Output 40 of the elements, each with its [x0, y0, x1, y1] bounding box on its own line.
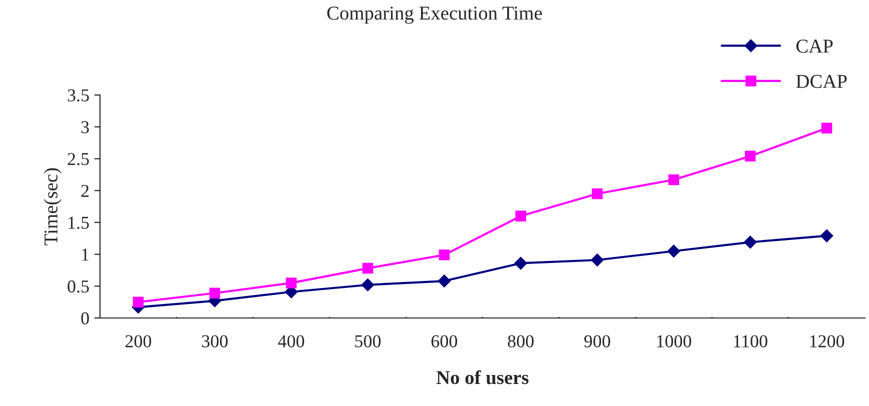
- legend-label: DCAP: [796, 74, 847, 88]
- point: [820, 229, 834, 242]
- x-tick-label: 600: [431, 335, 458, 348]
- y-tick-label: 1.5: [68, 216, 89, 229]
- y-tick-label: 0: [81, 312, 89, 324]
- x-tick-label: 1000: [657, 335, 692, 348]
- point: [438, 250, 450, 260]
- y-tick-label: 1: [82, 248, 88, 261]
- point: [821, 122, 832, 134]
- x-tick-label: 300: [202, 335, 228, 348]
- point: [590, 254, 604, 266]
- y-tick-label: 2.5: [68, 153, 89, 166]
- y-axis-title: Time(sec): [44, 168, 62, 246]
- y-tick-label: 3: [81, 121, 89, 134]
- chart-title: Comparing Execution Time: [327, 6, 542, 24]
- point: [132, 296, 144, 308]
- x-axis-title: No of users: [436, 370, 528, 384]
- point: [744, 150, 756, 162]
- point: [515, 210, 526, 222]
- point: [514, 256, 528, 270]
- point: [667, 244, 680, 258]
- point: [744, 236, 757, 249]
- legend-label: CAP: [796, 40, 833, 53]
- y-tick-label: 0.5: [68, 280, 89, 293]
- point: [362, 262, 374, 274]
- point: [209, 288, 220, 299]
- x-tick-label: 800: [508, 335, 534, 348]
- x-tick-label: 500: [355, 335, 381, 348]
- x-tick-label: 200: [126, 335, 152, 348]
- x-tick-label: 900: [584, 335, 610, 348]
- point: [668, 174, 680, 186]
- x-tick-label: 1200: [810, 335, 844, 348]
- point: [361, 278, 374, 292]
- point: [438, 274, 451, 288]
- point: [592, 188, 603, 200]
- x-tick-label: 400: [278, 335, 304, 348]
- y-tick-label: 3.5: [68, 89, 89, 102]
- x-tick-label: 1100: [734, 335, 768, 348]
- y-tick-label: 2: [81, 184, 89, 197]
- point: [286, 278, 297, 288]
